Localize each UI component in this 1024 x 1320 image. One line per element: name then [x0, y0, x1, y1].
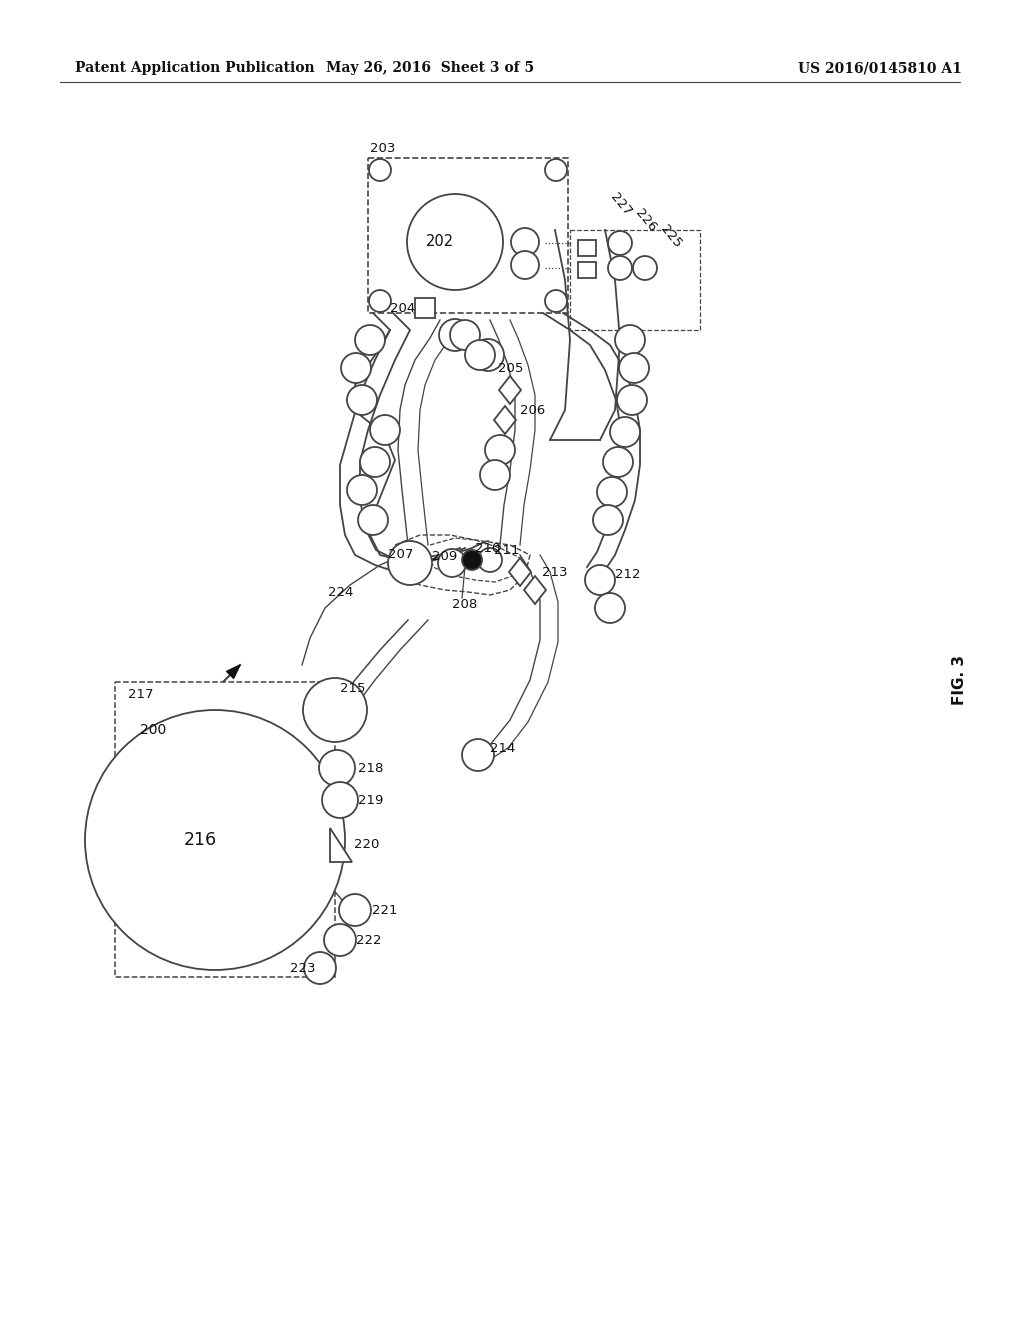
Text: 226: 226: [633, 206, 659, 234]
Circle shape: [618, 352, 649, 383]
Circle shape: [595, 593, 625, 623]
Bar: [415, 298, 435, 318]
Circle shape: [511, 228, 539, 256]
Text: US 2016/0145810 A1: US 2016/0145810 A1: [798, 61, 962, 75]
Circle shape: [585, 565, 615, 595]
Circle shape: [462, 739, 494, 771]
Text: 217: 217: [128, 689, 154, 701]
Circle shape: [322, 781, 358, 818]
Circle shape: [304, 952, 336, 983]
Text: 221: 221: [372, 903, 397, 916]
Circle shape: [341, 352, 371, 383]
Circle shape: [610, 417, 640, 447]
Polygon shape: [330, 828, 352, 862]
Text: 227: 227: [608, 191, 634, 219]
Text: May 26, 2016  Sheet 3 of 5: May 26, 2016 Sheet 3 of 5: [326, 61, 535, 75]
Circle shape: [485, 436, 515, 465]
Circle shape: [472, 339, 504, 371]
Circle shape: [545, 290, 567, 312]
Circle shape: [85, 710, 345, 970]
Text: 219: 219: [358, 793, 383, 807]
Text: 220: 220: [354, 838, 379, 851]
Polygon shape: [226, 665, 240, 678]
Circle shape: [597, 477, 627, 507]
Bar: [578, 261, 596, 279]
Circle shape: [438, 549, 466, 577]
Circle shape: [545, 158, 567, 181]
Polygon shape: [494, 407, 516, 434]
Circle shape: [439, 319, 471, 351]
Text: 215: 215: [340, 681, 366, 694]
Bar: [368, 158, 568, 313]
Text: 210: 210: [475, 541, 501, 554]
Polygon shape: [499, 376, 521, 404]
Text: 207: 207: [388, 549, 414, 561]
Circle shape: [617, 385, 647, 414]
Circle shape: [347, 385, 377, 414]
Circle shape: [462, 550, 482, 570]
Text: 200: 200: [140, 723, 166, 737]
Circle shape: [370, 414, 400, 445]
Bar: [570, 230, 700, 330]
Circle shape: [347, 475, 377, 506]
Circle shape: [633, 256, 657, 280]
Circle shape: [388, 541, 432, 585]
Circle shape: [593, 506, 623, 535]
Circle shape: [603, 447, 633, 477]
Circle shape: [319, 750, 355, 785]
Text: Patent Application Publication: Patent Application Publication: [75, 61, 314, 75]
Circle shape: [358, 506, 388, 535]
Text: FIG. 3: FIG. 3: [952, 655, 968, 705]
Text: 204: 204: [390, 301, 416, 314]
Circle shape: [407, 194, 503, 290]
Circle shape: [355, 325, 385, 355]
Text: 209: 209: [432, 550, 458, 564]
Polygon shape: [509, 558, 531, 586]
Text: 218: 218: [358, 762, 383, 775]
Bar: [115, 682, 335, 977]
Text: 225: 225: [658, 223, 684, 251]
Bar: [578, 240, 596, 256]
Circle shape: [324, 924, 356, 956]
Text: 202: 202: [426, 235, 454, 249]
Text: 208: 208: [452, 598, 477, 610]
Circle shape: [339, 894, 371, 927]
Circle shape: [478, 548, 502, 572]
Text: 206: 206: [520, 404, 545, 417]
Text: 212: 212: [615, 569, 640, 582]
Circle shape: [511, 251, 539, 279]
Text: 223: 223: [290, 961, 315, 974]
Text: 211: 211: [494, 544, 519, 557]
Text: 205: 205: [498, 362, 523, 375]
Circle shape: [615, 325, 645, 355]
Circle shape: [465, 341, 495, 370]
Text: 213: 213: [542, 565, 567, 578]
Text: 216: 216: [183, 832, 216, 849]
Circle shape: [360, 447, 390, 477]
Polygon shape: [524, 576, 546, 605]
Circle shape: [303, 678, 367, 742]
Text: 214: 214: [490, 742, 515, 755]
Text: 203: 203: [370, 141, 395, 154]
Circle shape: [369, 158, 391, 181]
Circle shape: [369, 290, 391, 312]
Circle shape: [450, 319, 480, 350]
Circle shape: [608, 256, 632, 280]
Text: 224: 224: [328, 586, 353, 598]
Circle shape: [480, 459, 510, 490]
Text: 222: 222: [356, 933, 382, 946]
Circle shape: [608, 231, 632, 255]
